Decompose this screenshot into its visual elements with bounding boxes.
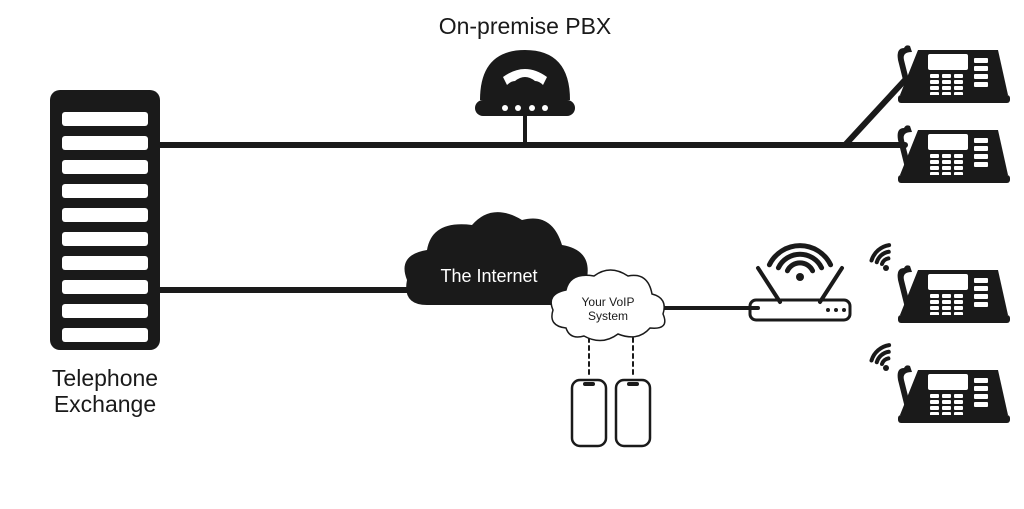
svg-text:Your VoIP: Your VoIP <box>582 295 635 309</box>
desk-phone-icon <box>898 125 1010 183</box>
desk-phone-wifi-icon <box>872 245 1011 323</box>
pbx-icon <box>475 50 575 126</box>
network-diagram: The Internet Your VoIPSystem <box>0 0 1024 509</box>
telephone-exchange-label: Telephone Exchange <box>25 365 185 418</box>
mobile-phone-icon <box>572 380 606 446</box>
desk-phone-icon <box>898 45 1010 103</box>
svg-text:The Internet: The Internet <box>440 266 537 286</box>
pbx-label: On-premise PBX <box>415 13 635 39</box>
svg-text:System: System <box>588 309 628 323</box>
desk-phone-wifi-icon <box>872 345 1011 423</box>
telephone-exchange-icon <box>50 90 160 350</box>
router-icon <box>750 246 850 320</box>
mobile-phone-icon <box>616 380 650 446</box>
